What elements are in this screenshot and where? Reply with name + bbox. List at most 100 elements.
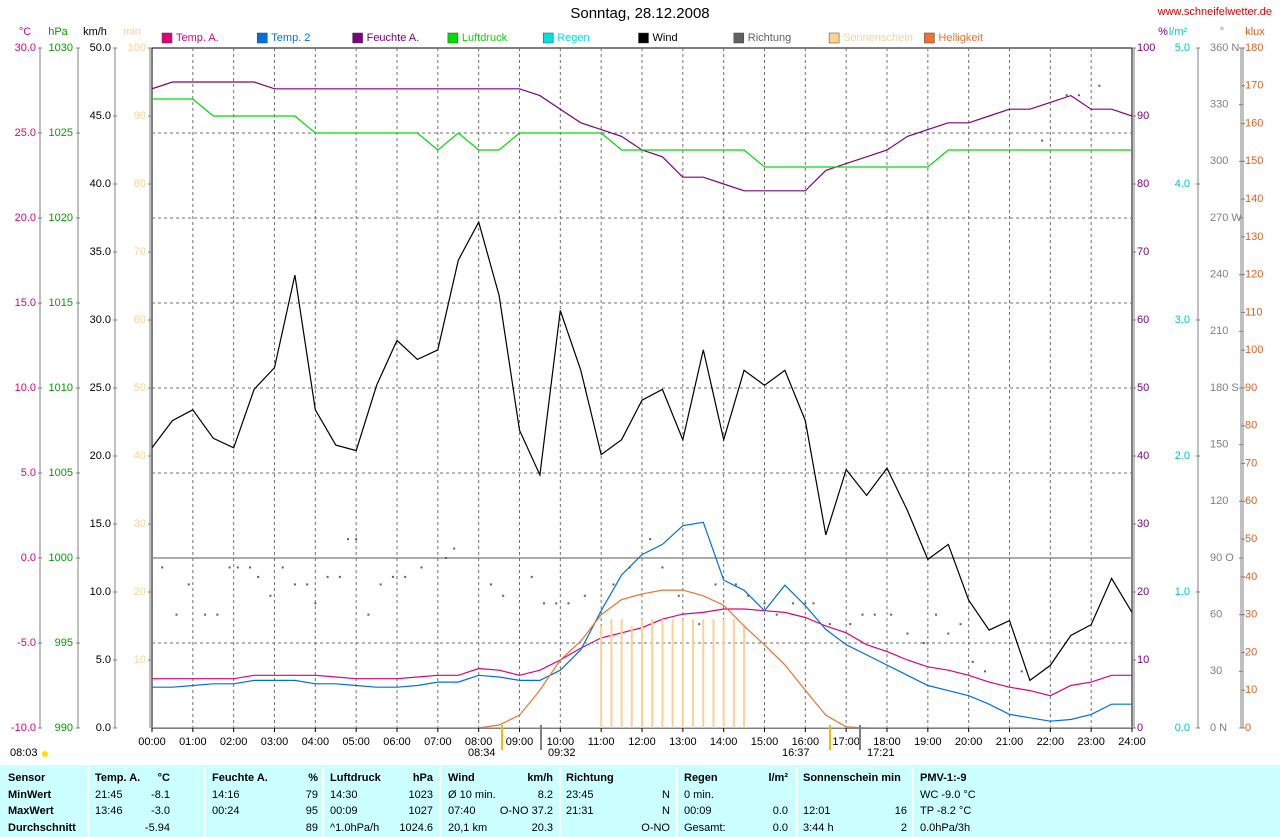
x-tick-label: 22:00 <box>1037 736 1065 748</box>
direction-dot <box>355 538 358 541</box>
direction-dot <box>228 566 231 569</box>
table-cell: -8.1 <box>151 789 170 801</box>
direction-dot <box>775 613 778 616</box>
direction-dot <box>502 594 505 597</box>
sunshine-bar <box>722 619 725 728</box>
direction-dot <box>628 566 631 569</box>
row-label: MaxWert <box>8 805 54 817</box>
axis-title: °C <box>19 26 31 38</box>
direction-dot <box>1041 139 1044 142</box>
direction-dot <box>567 602 570 605</box>
y-tick-label: 360 N <box>1210 42 1239 54</box>
y-tick-label: 1025 <box>49 127 73 139</box>
table-cell: 00:09 <box>330 805 358 817</box>
direction-dot <box>935 613 937 616</box>
table-cell: TP -8.2 °C <box>920 805 971 817</box>
axis-title: km/h <box>83 26 107 38</box>
sunshine-bar <box>620 619 623 728</box>
table-cell: 21:45 <box>95 789 123 801</box>
y-tick-label: 50 <box>1245 533 1257 545</box>
y-tick-label: 0 <box>1137 722 1143 734</box>
y-tick-label: 150 <box>1245 155 1263 167</box>
direction-dot <box>861 613 864 616</box>
y-tick-label: 35.0 <box>90 246 111 258</box>
y-tick-label: 5.0 <box>1175 42 1190 54</box>
direction-dot <box>1077 94 1080 97</box>
y-tick-label: 20 <box>134 586 146 598</box>
y-tick-label: 25.0 <box>90 382 111 394</box>
y-tick-label: 70 <box>1245 457 1257 469</box>
direction-dot <box>812 602 815 605</box>
table-cell: WC -9.0 °C <box>920 789 976 801</box>
table-header: Temp. A. <box>95 772 140 784</box>
direction-dot <box>971 660 974 663</box>
y-tick-label: 3.0 <box>1175 314 1190 326</box>
direction-dot <box>922 642 925 644</box>
y-tick-label: 120 <box>1245 269 1263 281</box>
table-cell: 3:44 h <box>803 822 834 834</box>
table-cell: 23:45 <box>566 789 594 801</box>
x-tick-label: 03:00 <box>261 736 289 748</box>
y-tick-label: 10.0 <box>90 586 111 598</box>
legend-label: Wind <box>653 32 678 44</box>
x-tick-label: 24:00 <box>1118 736 1146 748</box>
y-tick-label: 15.0 <box>15 297 36 309</box>
sunshine-bar <box>630 626 633 728</box>
sunshine-bar <box>641 619 643 728</box>
legend-swatch <box>257 32 268 44</box>
table-header-unit: l/m² <box>768 772 788 784</box>
axis-title: min <box>123 26 141 38</box>
x-tick-label: 06:00 <box>383 736 411 748</box>
table-cell: 14:30 <box>330 789 358 801</box>
x-tick-label: 00:00 <box>138 736 166 748</box>
direction-dot <box>890 613 893 616</box>
table-cell: 1024.6 <box>399 822 433 834</box>
y-tick-label: 0 N <box>1210 722 1227 734</box>
direction-dot <box>661 566 664 569</box>
legend-swatch <box>733 32 745 44</box>
y-tick-label: 0.0 <box>96 722 111 734</box>
site-link: www.schneifelwetter.de <box>1157 6 1272 18</box>
direction-dot <box>555 602 558 605</box>
row-label: Durchschnitt <box>8 822 76 834</box>
y-tick-label: 0.0 <box>21 552 36 564</box>
y-tick-label: 90 O <box>1210 552 1234 564</box>
axis-title: hPa <box>48 26 68 38</box>
y-tick-label: 180 <box>1245 42 1263 54</box>
direction-dot <box>698 623 701 626</box>
x-tick-label: 19:00 <box>914 736 942 748</box>
sun-time: 17:21 <box>867 747 895 759</box>
sunshine-bar <box>732 619 735 728</box>
y-tick-label: 160 <box>1245 117 1263 129</box>
y-tick-label: 10.0 <box>15 382 36 394</box>
legend-swatch <box>447 32 459 44</box>
direction-dot <box>404 575 407 578</box>
y-tick-label: 80 <box>1137 178 1149 190</box>
x-tick-label: 13:00 <box>669 736 697 748</box>
table-header: Sonnenschein min <box>803 772 901 784</box>
direction-dot <box>804 602 807 605</box>
x-tick-label: 14:00 <box>710 736 738 748</box>
y-tick-label: 15.0 <box>90 518 111 530</box>
axis-title: klux <box>1245 26 1265 38</box>
table-cell: 07:40 <box>448 805 476 817</box>
direction-dot <box>873 613 876 616</box>
legend-label: Temp. A. <box>176 32 219 44</box>
table-cell: N <box>662 789 670 801</box>
y-tick-label: 40 <box>1137 450 1149 462</box>
direction-dot <box>747 594 750 597</box>
sun-time: 08:03 <box>10 747 38 759</box>
direction-dot <box>1020 670 1023 673</box>
y-tick-label: 300 <box>1210 155 1228 167</box>
sun-time: 16:37 <box>782 747 810 759</box>
y-tick-label: 30.0 <box>15 42 36 54</box>
series-line <box>152 98 1132 168</box>
y-tick-label: 240 <box>1210 269 1228 281</box>
y-tick-label: 30 <box>1245 609 1257 621</box>
sun-time: 09:32 <box>548 747 576 759</box>
y-tick-label: 80 <box>1245 420 1257 432</box>
direction-dot <box>1065 94 1068 97</box>
direction-dot <box>187 583 190 586</box>
direction-dot <box>269 594 272 597</box>
